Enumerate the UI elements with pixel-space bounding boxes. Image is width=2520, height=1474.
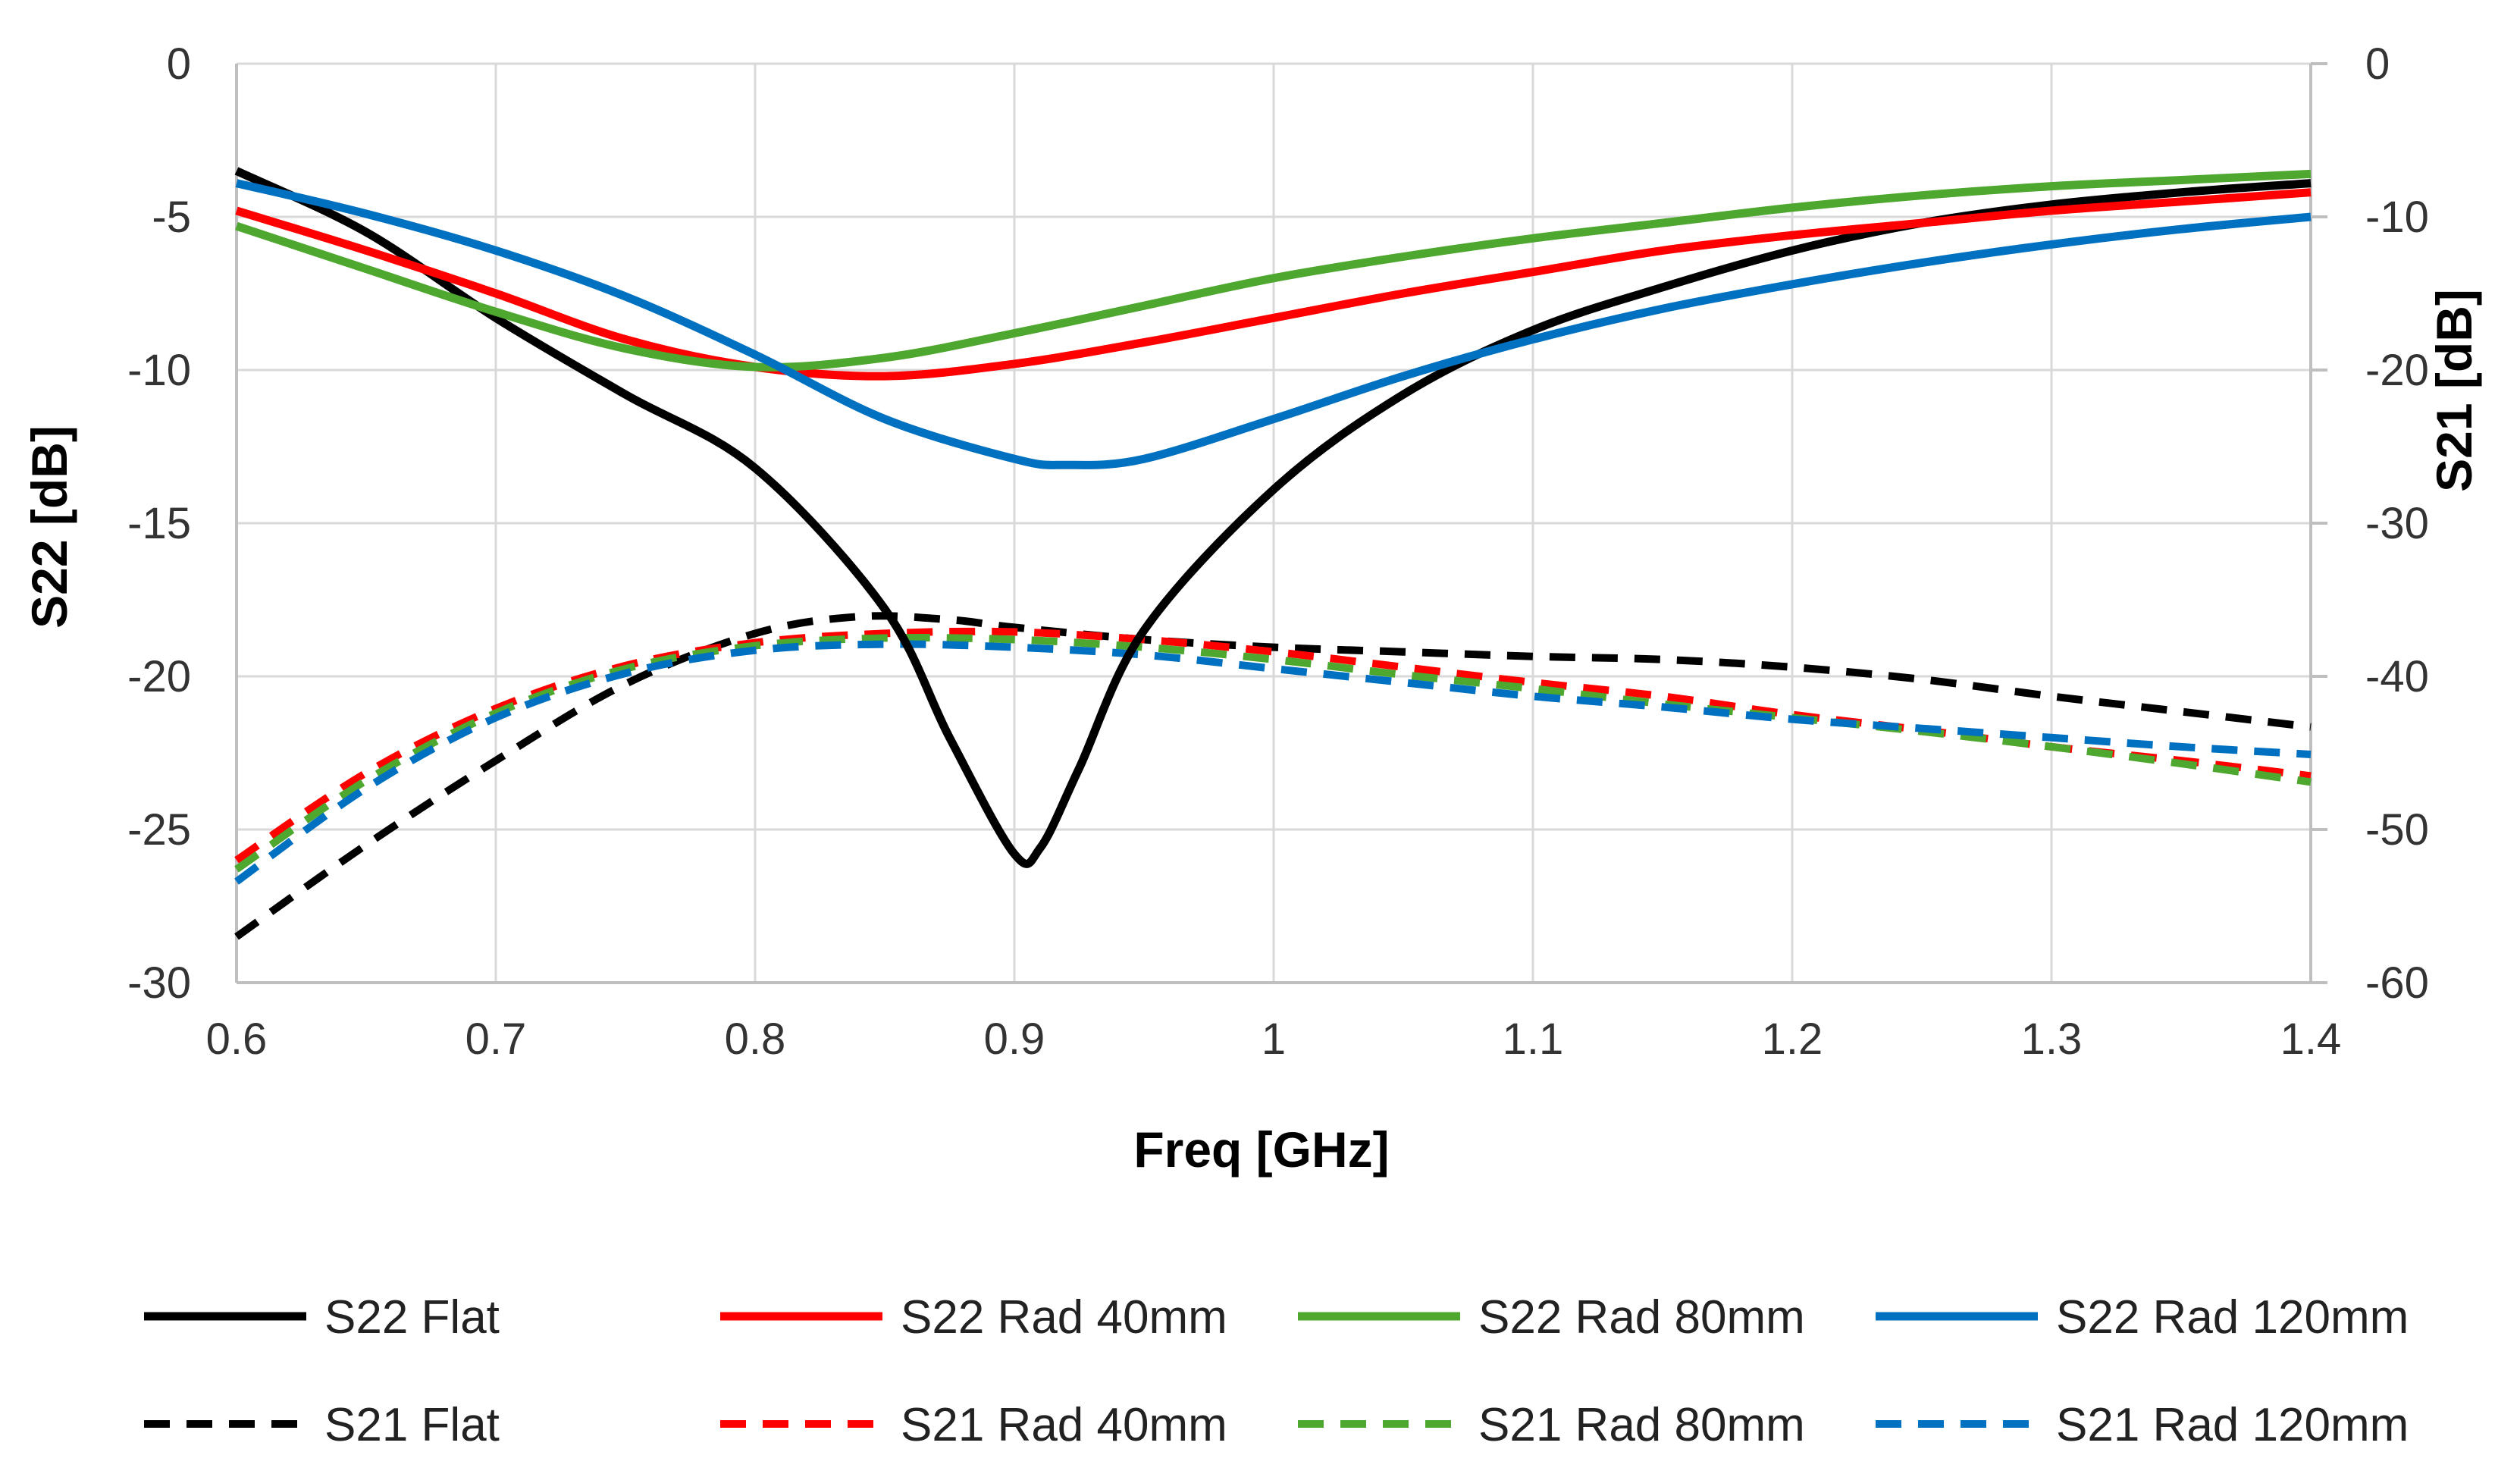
x-tick-label: 0.7 xyxy=(465,1015,527,1064)
x-axis-title: Freq [GHz] xyxy=(1133,1121,1389,1178)
y-left-axis-title: S22 [dB] xyxy=(21,425,77,629)
y-right-tick-label: -20 xyxy=(2365,346,2429,395)
legend-label-s22-rad-40mm: S22 Rad 40mm xyxy=(901,1291,1227,1344)
legend-label-s21-flat: S21 Flat xyxy=(324,1399,500,1451)
tick-labels: 0.6 0.7 0.8 0.9 1 1.1 1.2 1.3 1.4 0 -5 -10 -15 -20 -25… xyxy=(127,39,2429,1064)
x-tick-label: 0.8 xyxy=(725,1015,786,1064)
x-tick-label: 0.9 xyxy=(984,1015,1045,1064)
y-left-tick-label: 0 xyxy=(167,39,191,89)
y-left-tick-label: -20 xyxy=(127,652,191,701)
legend-label-s21-rad-80mm: S21 Rad 80mm xyxy=(1478,1399,1805,1451)
x-tick-label: 0.6 xyxy=(206,1015,268,1064)
series-line-s21-rad-120mm xyxy=(234,640,2312,885)
series-line-s21-rad-80mm xyxy=(234,633,2312,873)
legend-label-s21-rad-40mm: S21 Rad 40mm xyxy=(901,1399,1227,1451)
legend-label-s21-rad-120mm: S21 Rad 120mm xyxy=(2056,1399,2409,1451)
series-line-s21-flat xyxy=(234,612,2312,940)
x-tick-label: 1.4 xyxy=(2280,1015,2342,1064)
y-left-tick-label: -25 xyxy=(127,805,191,855)
legend-label-s22-flat: S22 Flat xyxy=(324,1291,500,1344)
y-right-tick-label: -60 xyxy=(2365,958,2429,1008)
y-right-tick-label: -10 xyxy=(2365,193,2429,242)
legend: S22 Flat S22 Rad 40mm S22 Rad 80mm S22 Rad … xyxy=(144,1291,2409,1451)
y-left-tick-label: -30 xyxy=(127,958,191,1008)
x-tick-label: 1.3 xyxy=(2021,1015,2083,1064)
x-tick-label: 1.2 xyxy=(1762,1015,1823,1064)
series-line-s22-rad-40mm xyxy=(235,188,2312,381)
legend-label-s22-rad-120mm: S22 Rad 120mm xyxy=(2056,1291,2409,1344)
legend-label-s22-rad-80mm: S22 Rad 80mm xyxy=(1478,1291,1805,1344)
y-left-tick-label: -5 xyxy=(152,193,191,242)
y-right-tick-label: -40 xyxy=(2365,652,2429,701)
axis-titles: Freq [GHz] S22 [dB] S21 [dB] xyxy=(21,289,2482,1178)
y-right-axis-title: S21 [dB] xyxy=(2426,289,2482,492)
x-tick-label: 1.1 xyxy=(1503,1015,1564,1064)
series-line-s22-rad-120mm xyxy=(235,179,2312,469)
y-right-tick-label: -50 xyxy=(2365,805,2429,855)
x-tick-label: 1 xyxy=(1262,1015,1286,1064)
y-right-tick-label: -30 xyxy=(2365,499,2429,548)
y-left-tick-label: -10 xyxy=(127,346,191,395)
series-line-s22-rad-80mm xyxy=(235,169,2312,372)
y-right-tick-label: 0 xyxy=(2365,39,2390,89)
series-lines xyxy=(234,167,2312,940)
y-left-tick-label: -15 xyxy=(127,499,191,548)
grid xyxy=(235,62,2312,984)
